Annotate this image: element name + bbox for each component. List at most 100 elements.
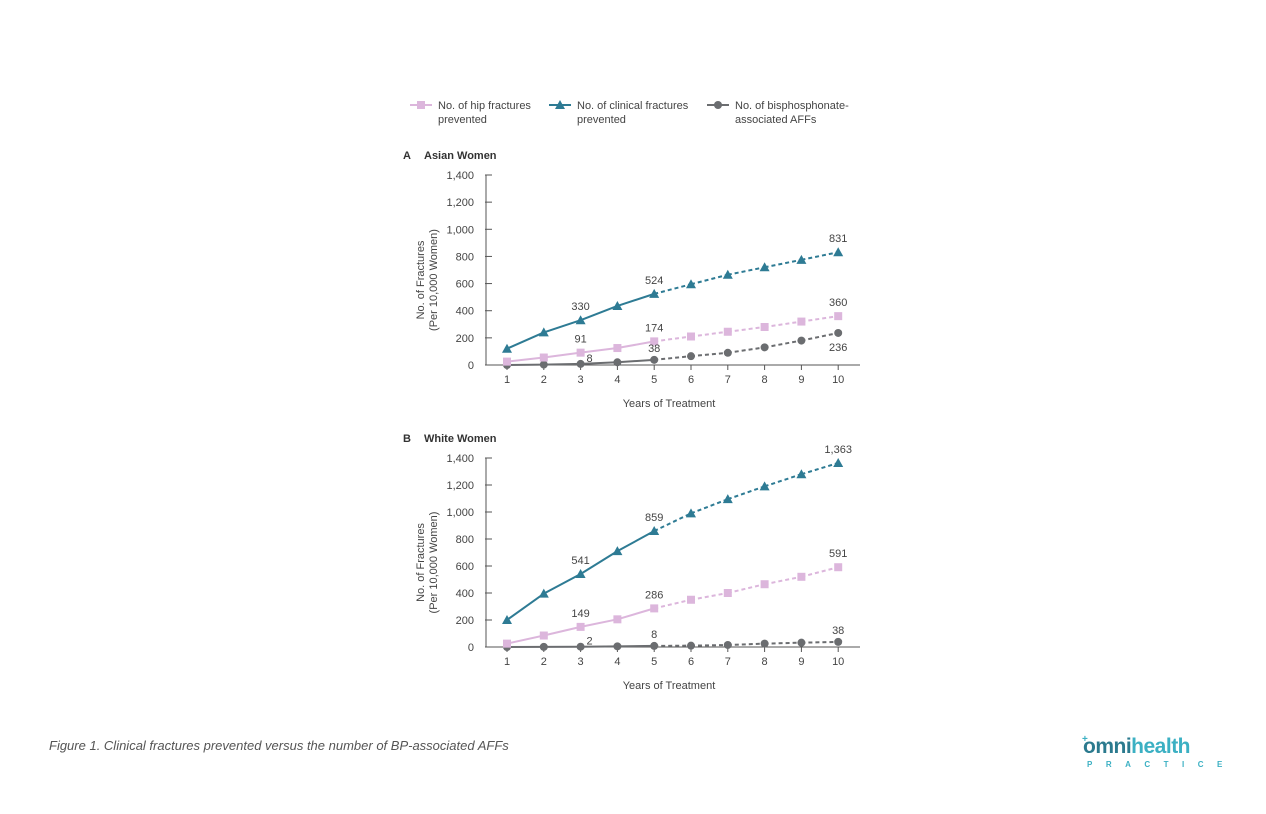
- series-aff: [503, 328, 843, 369]
- data-label: 38: [832, 625, 844, 637]
- series-segment-aff: [801, 331, 839, 342]
- data-point-aff: [539, 360, 548, 369]
- panel-title: Asian Women: [424, 150, 497, 162]
- data-label: 591: [829, 548, 847, 560]
- series-segment-hip: [543, 625, 581, 637]
- series-segment-hip: [727, 583, 765, 594]
- x-tick-label: 10: [832, 656, 844, 668]
- figure-caption: Figure 1. Clinical fractures prevented v…: [49, 738, 509, 753]
- data-point-clinical: [759, 262, 770, 272]
- y-tick-label: 1,200: [446, 480, 474, 492]
- data-point-hip: [650, 337, 659, 346]
- series-segment-clinical: [801, 462, 839, 476]
- x-tick-label: 2: [541, 656, 547, 668]
- y-tick-label: 600: [456, 561, 474, 573]
- data-point-aff: [576, 642, 585, 651]
- series-segment-clinical: [543, 573, 582, 595]
- series-segment-hip: [654, 335, 692, 343]
- data-point-clinical: [538, 327, 549, 337]
- x-tick-label: 4: [614, 656, 620, 668]
- series-segment-clinical: [727, 266, 765, 276]
- series-segment-clinical: [506, 592, 545, 621]
- x-tick-label: 5: [651, 374, 657, 386]
- data-point-clinical: [502, 615, 512, 624]
- data-point-hip: [539, 353, 548, 362]
- data-point-aff: [760, 343, 769, 352]
- x-tick-label: 5: [651, 656, 657, 668]
- series-aff: [503, 637, 843, 651]
- data-label: 524: [645, 275, 663, 287]
- series-clinical: [502, 247, 844, 353]
- series-segment-hip: [690, 330, 728, 338]
- panel-A: A Asian Women 0 200 400 600 800 1,000 1,200 1,400…: [403, 150, 860, 410]
- series-segment-clinical: [543, 319, 581, 334]
- x-tick-label: 2: [541, 374, 547, 386]
- legend-marker-clinical: [555, 100, 565, 109]
- series-hip: [503, 312, 843, 366]
- y-tick-label: 800: [456, 534, 474, 546]
- data-point-aff: [539, 642, 548, 651]
- data-point-aff: [650, 641, 659, 650]
- data-point-clinical: [649, 288, 660, 298]
- series-segment-aff: [690, 351, 728, 358]
- data-point-clinical: [759, 481, 770, 491]
- x-tick-label: 1: [504, 656, 510, 668]
- series-segment-clinical: [616, 530, 655, 553]
- data-point-aff: [834, 328, 843, 337]
- x-tick-label: 3: [578, 374, 584, 386]
- data-label: 8: [651, 629, 657, 641]
- series-segment-hip: [617, 607, 655, 621]
- legend-item-aff: No. of bisphosphonate-associated AFFs: [707, 100, 849, 126]
- data-point-clinical: [796, 469, 807, 479]
- legend-label-clinical: prevented: [577, 114, 626, 126]
- data-point-hip: [797, 317, 806, 326]
- legend-marker-hip: [417, 101, 425, 109]
- y-axis-label-line: (Per 10,000 Women): [428, 229, 440, 331]
- plus-icon: +: [1082, 734, 1088, 745]
- x-tick-label: 7: [725, 374, 731, 386]
- y-tick-label: 0: [468, 642, 474, 654]
- data-point-clinical: [833, 247, 844, 257]
- data-label: 149: [571, 608, 589, 620]
- data-point-hip: [797, 572, 806, 581]
- series-segment-hip: [653, 598, 692, 610]
- legend-item-hip: No. of hip fractures prevented: [410, 100, 531, 126]
- data-point-hip: [760, 580, 769, 589]
- data-point-aff: [797, 336, 806, 345]
- data-label: 236: [829, 342, 847, 354]
- series-segment-aff: [727, 346, 765, 354]
- data-point-hip: [576, 348, 585, 357]
- data-point-aff: [687, 352, 695, 361]
- y-tick-label: 200: [456, 333, 474, 345]
- data-point-clinical: [833, 457, 844, 467]
- x-tick-label: 9: [798, 656, 804, 668]
- y-tick-label: 1,400: [446, 453, 474, 465]
- data-point-clinical: [796, 254, 807, 264]
- panel-letter: A: [403, 150, 411, 162]
- data-point-clinical: [612, 300, 623, 310]
- series-clinical: [502, 457, 844, 624]
- data-point-hip: [687, 595, 695, 604]
- series-segment-hip: [543, 351, 581, 359]
- y-axis-label-line: No. of Fractures: [415, 240, 427, 319]
- x-axis-label: Years of Treatment: [623, 398, 716, 410]
- data-point-aff: [687, 641, 695, 650]
- data-label: 38: [648, 343, 660, 355]
- data-point-clinical: [575, 315, 586, 325]
- data-point-hip: [760, 323, 769, 331]
- data-label: 2: [587, 636, 593, 648]
- data-point-hip: [687, 332, 695, 341]
- series-segment-hip: [580, 347, 618, 354]
- data-point-clinical: [722, 269, 733, 279]
- y-axis-label: No. of Fractures (Per 10,000 Women): [415, 512, 440, 614]
- y-tick-label: 200: [456, 615, 474, 627]
- x-tick-label: 9: [798, 374, 804, 386]
- data-label: 541: [571, 555, 589, 567]
- data-point-hip: [539, 631, 548, 640]
- series-segment-aff: [580, 361, 618, 365]
- logo-wordmark: omnihealth: [1083, 735, 1191, 758]
- series-segment-hip: [801, 315, 839, 323]
- data-label: 1,363: [824, 444, 852, 456]
- x-tick-label: 8: [762, 656, 768, 668]
